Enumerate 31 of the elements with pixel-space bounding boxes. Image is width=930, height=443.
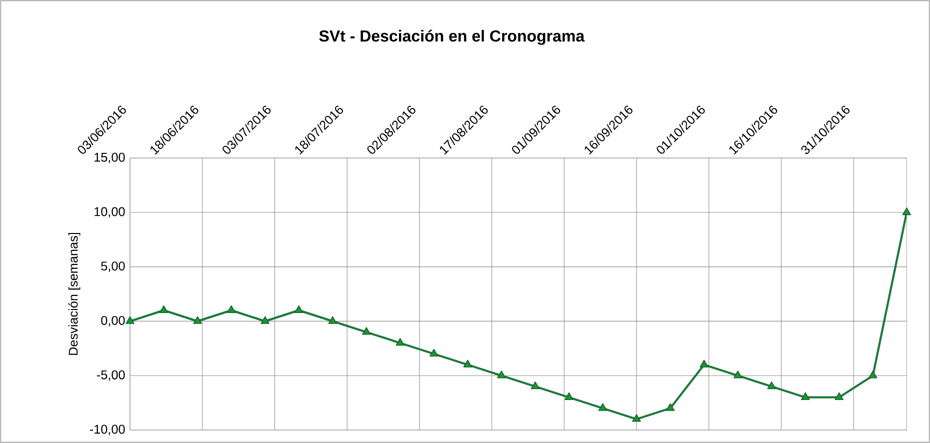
point [497, 370, 506, 378]
point [159, 305, 168, 313]
point [700, 360, 708, 368]
y-tick-label: 5,00 [101, 262, 125, 272]
point [362, 327, 371, 335]
y-tick-label: 10,00 [94, 207, 125, 218]
y-tick-label: 15,00 [94, 152, 125, 164]
point [632, 414, 641, 422]
point [260, 316, 270, 324]
y-tick-label: -5,00 [96, 370, 125, 381]
y-tick-label: 0,00 [101, 316, 125, 326]
point [294, 305, 304, 313]
point [902, 207, 912, 216]
point [767, 381, 776, 390]
chart-title: SVt - Desciación en el Cronograma [319, 30, 585, 45]
y-axis-title: Desviación [semanas] [68, 232, 80, 355]
y-tick-label: -10,00 [90, 424, 125, 436]
point [396, 338, 405, 346]
point [598, 403, 608, 411]
point [226, 305, 236, 313]
point [193, 316, 202, 324]
point [733, 370, 742, 378]
point [801, 392, 810, 400]
point [530, 381, 540, 390]
point [834, 392, 844, 400]
point [430, 348, 438, 357]
point [328, 316, 337, 324]
point [463, 360, 472, 368]
point [564, 392, 574, 400]
point [666, 403, 675, 411]
point [868, 370, 878, 378]
